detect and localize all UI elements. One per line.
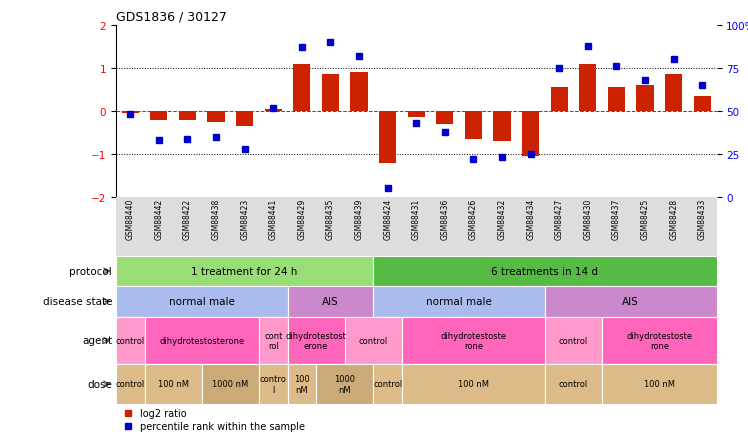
Text: 1 treatment for 24 h: 1 treatment for 24 h — [191, 266, 298, 276]
Text: GSM88433: GSM88433 — [698, 199, 707, 240]
Text: GSM88437: GSM88437 — [612, 199, 621, 240]
Text: GSM88435: GSM88435 — [326, 199, 335, 240]
Bar — [373, 256, 717, 286]
Text: 100 nM: 100 nM — [158, 380, 188, 388]
Text: GSM88431: GSM88431 — [411, 199, 421, 240]
Text: percentile rank within the sample: percentile rank within the sample — [140, 421, 305, 431]
Bar — [265, 110, 282, 112]
Bar — [116, 317, 144, 365]
Bar — [551, 88, 568, 112]
Text: control: control — [116, 336, 145, 345]
Bar — [144, 365, 202, 404]
Bar — [207, 112, 224, 122]
Text: GSM88438: GSM88438 — [212, 199, 221, 240]
Text: log2 ratio: log2 ratio — [140, 408, 186, 418]
Bar — [373, 365, 402, 404]
Bar — [545, 317, 602, 365]
Bar — [494, 112, 511, 142]
Bar — [287, 317, 345, 365]
Text: normal male: normal male — [169, 297, 235, 306]
Text: control: control — [359, 336, 388, 345]
Text: normal male: normal male — [426, 297, 492, 306]
Bar — [545, 365, 602, 404]
Text: dose: dose — [88, 379, 112, 389]
Bar — [436, 112, 453, 125]
Text: contro
l: contro l — [260, 375, 286, 394]
Text: 1000 nM: 1000 nM — [212, 380, 248, 388]
Text: AIS: AIS — [322, 297, 339, 306]
Text: dihydrotestosterone: dihydrotestosterone — [159, 336, 245, 345]
Text: GSM88429: GSM88429 — [298, 199, 307, 240]
Bar — [608, 88, 625, 112]
Bar — [116, 256, 373, 286]
Text: GSM88434: GSM88434 — [526, 199, 535, 240]
Text: GSM88439: GSM88439 — [355, 199, 364, 240]
Bar — [316, 365, 373, 404]
Text: GSM88436: GSM88436 — [441, 199, 450, 240]
Bar — [287, 365, 316, 404]
Bar — [402, 317, 545, 365]
Bar — [602, 317, 717, 365]
Bar — [144, 317, 259, 365]
Text: GSM88440: GSM88440 — [126, 199, 135, 240]
Bar — [293, 65, 310, 112]
Text: 1000
nM: 1000 nM — [334, 375, 355, 394]
Bar — [602, 365, 717, 404]
Bar — [322, 76, 339, 112]
Bar — [402, 365, 545, 404]
Text: dihydrotestost
erone: dihydrotestost erone — [286, 331, 346, 350]
Bar — [179, 112, 196, 120]
Text: disease state: disease state — [43, 297, 112, 306]
Text: control: control — [373, 380, 402, 388]
Bar — [379, 112, 396, 164]
Text: GSM88425: GSM88425 — [640, 199, 649, 240]
Bar — [259, 317, 287, 365]
Text: agent: agent — [82, 336, 112, 345]
Text: GSM88424: GSM88424 — [383, 199, 392, 240]
Text: AIS: AIS — [622, 297, 639, 306]
Text: GSM88423: GSM88423 — [240, 199, 249, 240]
Text: dihydrotestoste
rone: dihydrotestoste rone — [626, 331, 693, 350]
Bar — [150, 112, 168, 120]
Text: 100
nM: 100 nM — [294, 375, 310, 394]
Text: GSM88432: GSM88432 — [497, 199, 506, 240]
Bar — [373, 286, 545, 317]
Text: GSM88430: GSM88430 — [583, 199, 592, 240]
Bar — [665, 76, 682, 112]
Text: dihydrotestoste
rone: dihydrotestoste rone — [441, 331, 506, 350]
Bar — [637, 86, 654, 112]
Text: GSM88441: GSM88441 — [269, 199, 278, 240]
Bar — [579, 65, 596, 112]
Bar — [345, 317, 402, 365]
Text: GSM88428: GSM88428 — [669, 199, 678, 240]
Bar — [287, 286, 373, 317]
Text: 100 nM: 100 nM — [644, 380, 675, 388]
Text: GSM88422: GSM88422 — [183, 199, 192, 240]
Text: GSM88442: GSM88442 — [154, 199, 163, 240]
Bar — [465, 112, 482, 140]
Text: GSM88427: GSM88427 — [555, 199, 564, 240]
Text: control: control — [116, 380, 145, 388]
Bar — [259, 365, 287, 404]
Text: 100 nM: 100 nM — [458, 380, 489, 388]
Bar — [236, 112, 254, 127]
Bar — [351, 73, 367, 112]
Text: control: control — [559, 380, 588, 388]
Bar — [122, 112, 139, 114]
Bar — [545, 286, 717, 317]
Bar — [202, 365, 259, 404]
Text: control: control — [559, 336, 588, 345]
Bar — [116, 286, 287, 317]
Text: GSM88426: GSM88426 — [469, 199, 478, 240]
Bar — [522, 112, 539, 157]
Text: cont
rol: cont rol — [264, 331, 283, 350]
Text: protocol: protocol — [70, 266, 112, 276]
Bar — [693, 97, 711, 112]
Bar — [408, 112, 425, 118]
Text: GDS1836 / 30127: GDS1836 / 30127 — [116, 11, 227, 24]
Text: 6 treatments in 14 d: 6 treatments in 14 d — [491, 266, 598, 276]
Bar — [116, 365, 144, 404]
